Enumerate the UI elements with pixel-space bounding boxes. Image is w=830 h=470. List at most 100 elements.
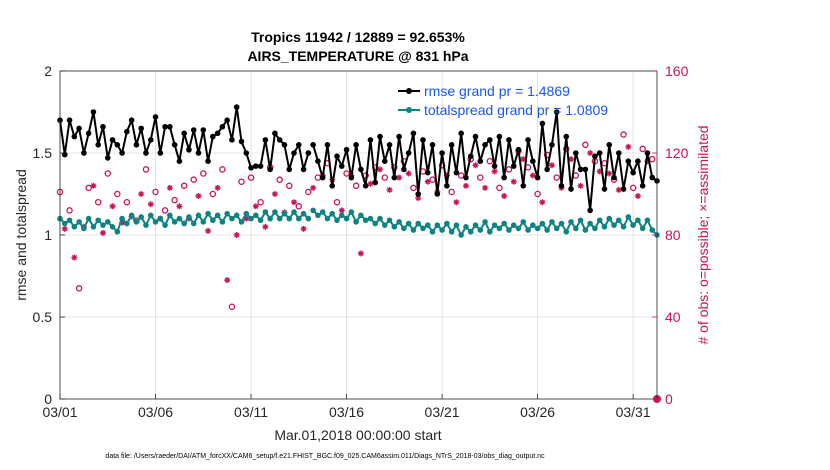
obs-assimilated-marker xyxy=(644,158,651,165)
totalspread-point xyxy=(109,224,116,230)
totalspread-series xyxy=(57,207,660,238)
rmse-point xyxy=(210,133,216,140)
totalspread-point xyxy=(61,220,68,227)
obs-assimilated-marker xyxy=(443,172,450,179)
rmse-point xyxy=(401,166,407,173)
axis-ticks: 03/01 03/06 03/11 03/16 03/21 03/26 03/31 0 0.5 1… xyxy=(33,63,689,420)
legend-spread-marker xyxy=(406,107,412,113)
rmse-point xyxy=(343,146,350,153)
rmse-point xyxy=(324,142,331,148)
totalspread-point xyxy=(563,228,570,235)
rmse-point xyxy=(367,137,374,143)
obs-assimilated-marker xyxy=(166,184,173,191)
totalspread-point xyxy=(181,220,187,227)
totalspread-point xyxy=(453,222,460,228)
obs-assimilated-marker xyxy=(262,223,269,230)
obs-assimilated-marker xyxy=(138,191,145,197)
rmse-point xyxy=(615,150,622,156)
obs-assimilated-marker xyxy=(472,162,479,169)
totalspread-point xyxy=(305,215,312,222)
y-tick-label-right: 160 xyxy=(665,63,689,79)
rmse-point xyxy=(128,117,135,123)
rmse-point xyxy=(329,183,336,189)
obs-possible-marker xyxy=(305,188,312,196)
obs-possible-marker xyxy=(219,166,226,173)
obs-assimilated-marker xyxy=(491,168,498,175)
rmse-series xyxy=(57,104,660,214)
rmse-point xyxy=(157,150,164,156)
totalspread-point xyxy=(434,222,441,228)
obs-possible-marker xyxy=(200,170,207,177)
obs-assimilated-marker xyxy=(396,174,403,181)
rmse-point xyxy=(477,158,484,164)
totalspread-point xyxy=(649,227,656,233)
obs-possible-marker xyxy=(410,184,417,192)
totalspread-point xyxy=(530,222,536,228)
totalspread-point xyxy=(71,224,78,230)
totalspread-point xyxy=(444,220,450,227)
rmse-point xyxy=(587,207,593,214)
y-tick-label-right: 0 xyxy=(665,391,673,407)
y-tick-label-right: 40 xyxy=(665,309,681,325)
totalspread-point xyxy=(429,228,436,235)
rmse-point xyxy=(229,137,235,143)
totalspread-point xyxy=(592,225,598,232)
obs-possible-marker xyxy=(171,196,178,204)
x-tick-label: 03/16 xyxy=(329,404,364,420)
rmse-point xyxy=(66,117,73,123)
rmse-point xyxy=(76,125,82,132)
obs-assimilated-marker xyxy=(243,215,250,222)
totalspread-point xyxy=(549,219,555,225)
obs-possible-marker xyxy=(629,184,637,192)
y-tick-label-left: 1 xyxy=(44,227,52,243)
rmse-point xyxy=(348,174,355,181)
rmse-point xyxy=(147,137,154,143)
rmse-point xyxy=(410,130,417,137)
obs-assimilated-marker xyxy=(205,227,212,234)
rmse-point xyxy=(482,142,488,148)
totalspread-point xyxy=(587,220,593,227)
totalspread-point xyxy=(276,215,283,222)
x-axis-label: Mar.01,2018 00:00:00 start xyxy=(274,427,441,443)
rmse-point xyxy=(319,174,326,181)
obs-assimilated-marker xyxy=(539,199,546,206)
rmse-point xyxy=(176,158,183,164)
obs-possible-marker xyxy=(276,176,283,183)
rmse-point xyxy=(95,142,102,148)
rmse-point xyxy=(501,174,507,181)
rmse-point xyxy=(233,104,240,110)
rmse-point xyxy=(200,127,207,133)
totalspread-point xyxy=(515,225,522,232)
totalspread-point xyxy=(358,212,364,219)
rmse-point xyxy=(381,158,388,164)
obs-possible-marker xyxy=(94,198,102,206)
totalspread-point xyxy=(267,215,273,222)
rmse-point xyxy=(334,153,340,160)
rmse-point xyxy=(224,117,230,123)
x-tick-label: 03/06 xyxy=(138,404,173,420)
totalspread-point xyxy=(401,225,407,232)
obs-assimilated-marker xyxy=(462,182,469,189)
obs-possible-marker xyxy=(104,170,112,177)
rmse-point xyxy=(539,120,546,127)
totalspread-point xyxy=(190,220,197,227)
rmse-point xyxy=(563,133,570,140)
obs-assimilated-marker xyxy=(634,193,641,200)
totalspread-point xyxy=(272,209,278,215)
totalspread-point xyxy=(253,212,259,219)
totalspread-point xyxy=(329,210,336,217)
totalspread-point xyxy=(458,232,464,238)
obs-assimilated-marker xyxy=(501,193,508,200)
obs-possible-marker xyxy=(142,166,150,173)
legend: rmse grand pr = 1.4869 totalspread grand… xyxy=(398,83,608,118)
totalspread-point xyxy=(224,210,230,217)
obs-assimilated-marker xyxy=(529,172,536,179)
totalspread-point xyxy=(353,219,359,225)
rmse-point xyxy=(534,174,541,181)
totalspread-point xyxy=(620,224,627,230)
obs-assimilated-marker xyxy=(577,182,584,189)
y-tick-label-right: 120 xyxy=(665,145,689,161)
totalspread-point xyxy=(262,209,269,215)
obs-possible-marker xyxy=(209,190,217,198)
legend-rmse-label: rmse grand pr = 1.4869 xyxy=(424,83,570,99)
